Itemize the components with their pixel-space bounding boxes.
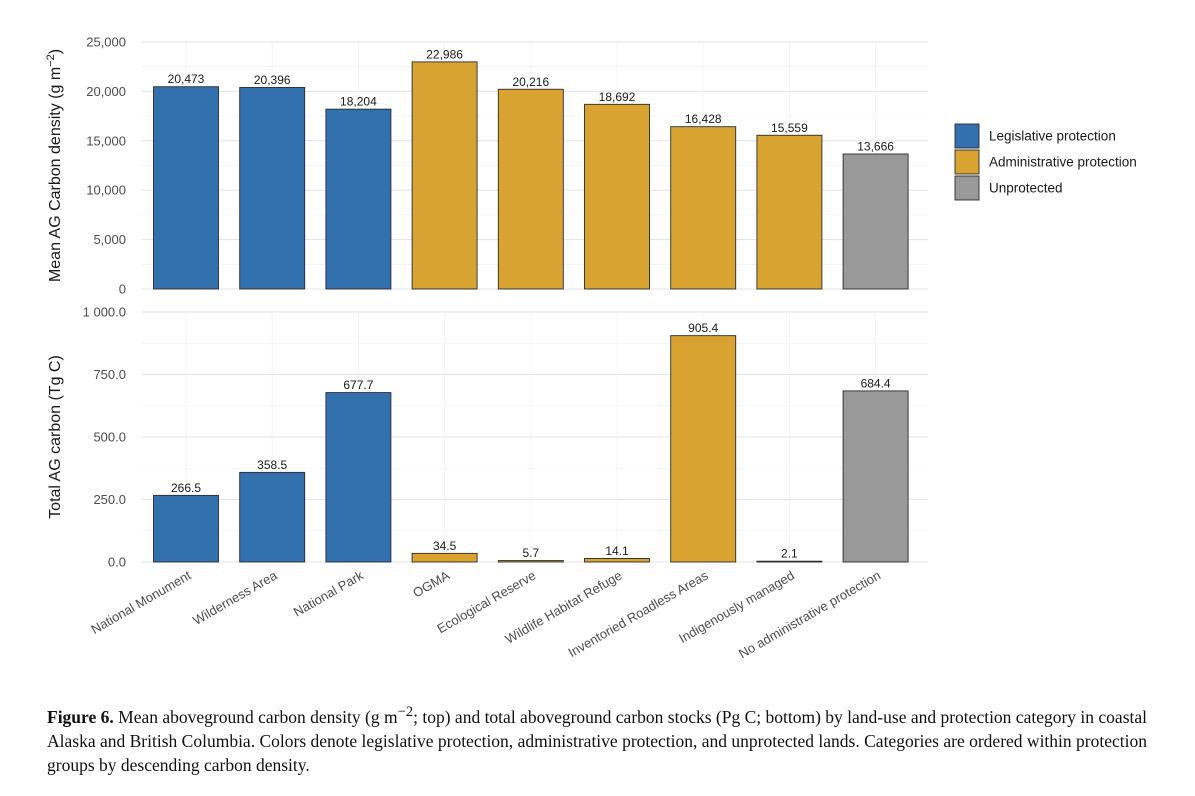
top-panel: 0 5,000 10,000 15,000 20,000 25,000 20,473 20,3… — [45, 35, 928, 297]
x-tick-label: National Monument — [88, 567, 193, 637]
caption-text-2: ; top) and total aboveground carbon stoc… — [47, 706, 1148, 775]
y-tick-label: 5,000 — [93, 232, 126, 247]
y-axis-title: Total AG carbon (Tg C) — [47, 355, 64, 519]
bar-value-label: 5.7 — [522, 546, 539, 560]
y-tick-label: 25,000 — [86, 35, 126, 50]
bar-value-label: 15,559 — [771, 121, 808, 135]
bar — [411, 61, 478, 290]
x-tick-label: No administrative protection — [736, 568, 883, 662]
figure-chart: 0 5,000 10,000 15,000 20,000 25,000 20,473 20,3… — [45, 35, 1137, 662]
legend-swatch — [954, 149, 980, 175]
legend-swatch — [954, 123, 980, 149]
bar-value-label: 14.1 — [605, 544, 629, 558]
legend-label: Unprotected — [989, 181, 1063, 196]
figure-caption: Figure 6. Mean aboveground carbon densit… — [47, 700, 1147, 777]
bar-value-label: 18,692 — [599, 90, 636, 104]
bar-value-label: 20,216 — [512, 75, 549, 89]
bar — [670, 335, 737, 563]
bar — [239, 87, 306, 290]
legend-label: Legislative protection — [989, 129, 1116, 144]
y-tick-label: 1 000.0 — [83, 305, 126, 320]
bar — [756, 560, 823, 563]
caption-label: Figure 6. — [47, 706, 114, 727]
y-tick-label: 15,000 — [86, 133, 126, 148]
bar — [239, 471, 306, 563]
bar — [325, 108, 392, 290]
x-tick-label: Wilderness Area — [190, 567, 280, 628]
x-tick-label: National Park — [291, 567, 367, 619]
bar-value-label: 20,473 — [168, 72, 205, 86]
bar-value-label: 34.5 — [433, 539, 457, 553]
bar — [842, 153, 909, 290]
y-tick-label: 0.0 — [108, 555, 126, 570]
bar-value-label: 20,396 — [254, 73, 291, 87]
bottom-panel: 0.0 250.0 500.0 750.0 1 000.0 266.5 358.5 677.7… — [47, 305, 928, 570]
y-tick-label: 250.0 — [93, 492, 126, 507]
bar — [584, 558, 650, 563]
bar — [325, 392, 392, 563]
bar-value-label: 684.4 — [861, 376, 891, 390]
bar-value-label: 22,986 — [426, 47, 463, 61]
x-tick-label: Inventoried Roadless Areas — [566, 567, 712, 660]
y-tick-label: 750.0 — [93, 367, 126, 382]
bar — [153, 86, 219, 290]
bar — [153, 494, 219, 563]
bar-value-label: 16,428 — [685, 112, 722, 126]
y-tick-label: 10,000 — [86, 183, 126, 198]
bar-value-label: 266.5 — [171, 481, 201, 495]
bar — [497, 560, 564, 563]
bar-value-label: 18,204 — [340, 95, 377, 109]
bar — [584, 103, 650, 290]
legend-label: Administrative protection — [989, 155, 1137, 170]
bar-value-label: 13,666 — [857, 139, 894, 153]
bar-value-label: 677.7 — [343, 378, 373, 392]
y-axis-title: Mean AG Carbon density (g m−2) — [45, 49, 64, 282]
bar — [497, 88, 564, 290]
bar-value-label: 358.5 — [257, 458, 287, 472]
caption-text-1: Mean aboveground carbon density (g m — [118, 706, 398, 727]
legend-swatch — [954, 175, 980, 201]
caption-sup: −2 — [397, 704, 414, 720]
bar-value-label: 905.4 — [688, 321, 718, 335]
legend: Legislative protection Administrative pro… — [954, 123, 1137, 201]
bar — [842, 390, 909, 563]
bar — [756, 134, 823, 290]
y-tick-label: 0 — [119, 282, 126, 297]
y-tick-label: 500.0 — [93, 430, 126, 445]
y-tick-label: 20,000 — [86, 84, 126, 99]
bar — [670, 126, 737, 290]
bar-value-label: 2.1 — [781, 547, 798, 561]
bar — [411, 552, 478, 563]
x-tick-label: OGMA — [410, 567, 452, 600]
